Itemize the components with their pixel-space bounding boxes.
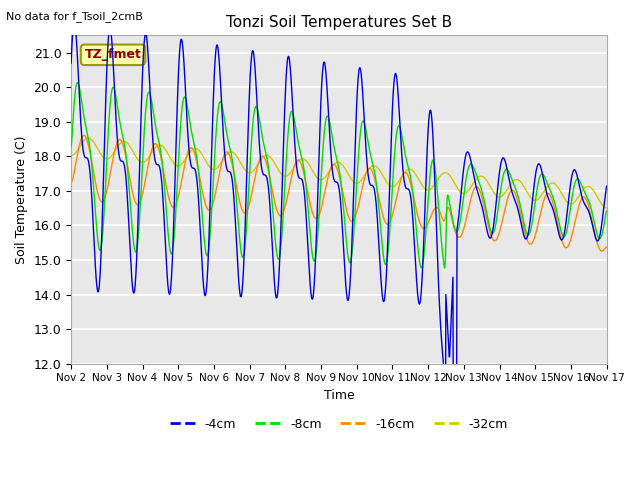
- X-axis label: Time: Time: [323, 389, 355, 402]
- Title: Tonzi Soil Temperatures Set B: Tonzi Soil Temperatures Set B: [226, 15, 452, 30]
- Text: No data for f_Tsoil_2cmB: No data for f_Tsoil_2cmB: [6, 11, 143, 22]
- Text: TZ_fmet: TZ_fmet: [84, 48, 141, 61]
- Legend: -4cm, -8cm, -16cm, -32cm: -4cm, -8cm, -16cm, -32cm: [165, 413, 513, 436]
- Y-axis label: Soil Temperature (C): Soil Temperature (C): [15, 135, 28, 264]
